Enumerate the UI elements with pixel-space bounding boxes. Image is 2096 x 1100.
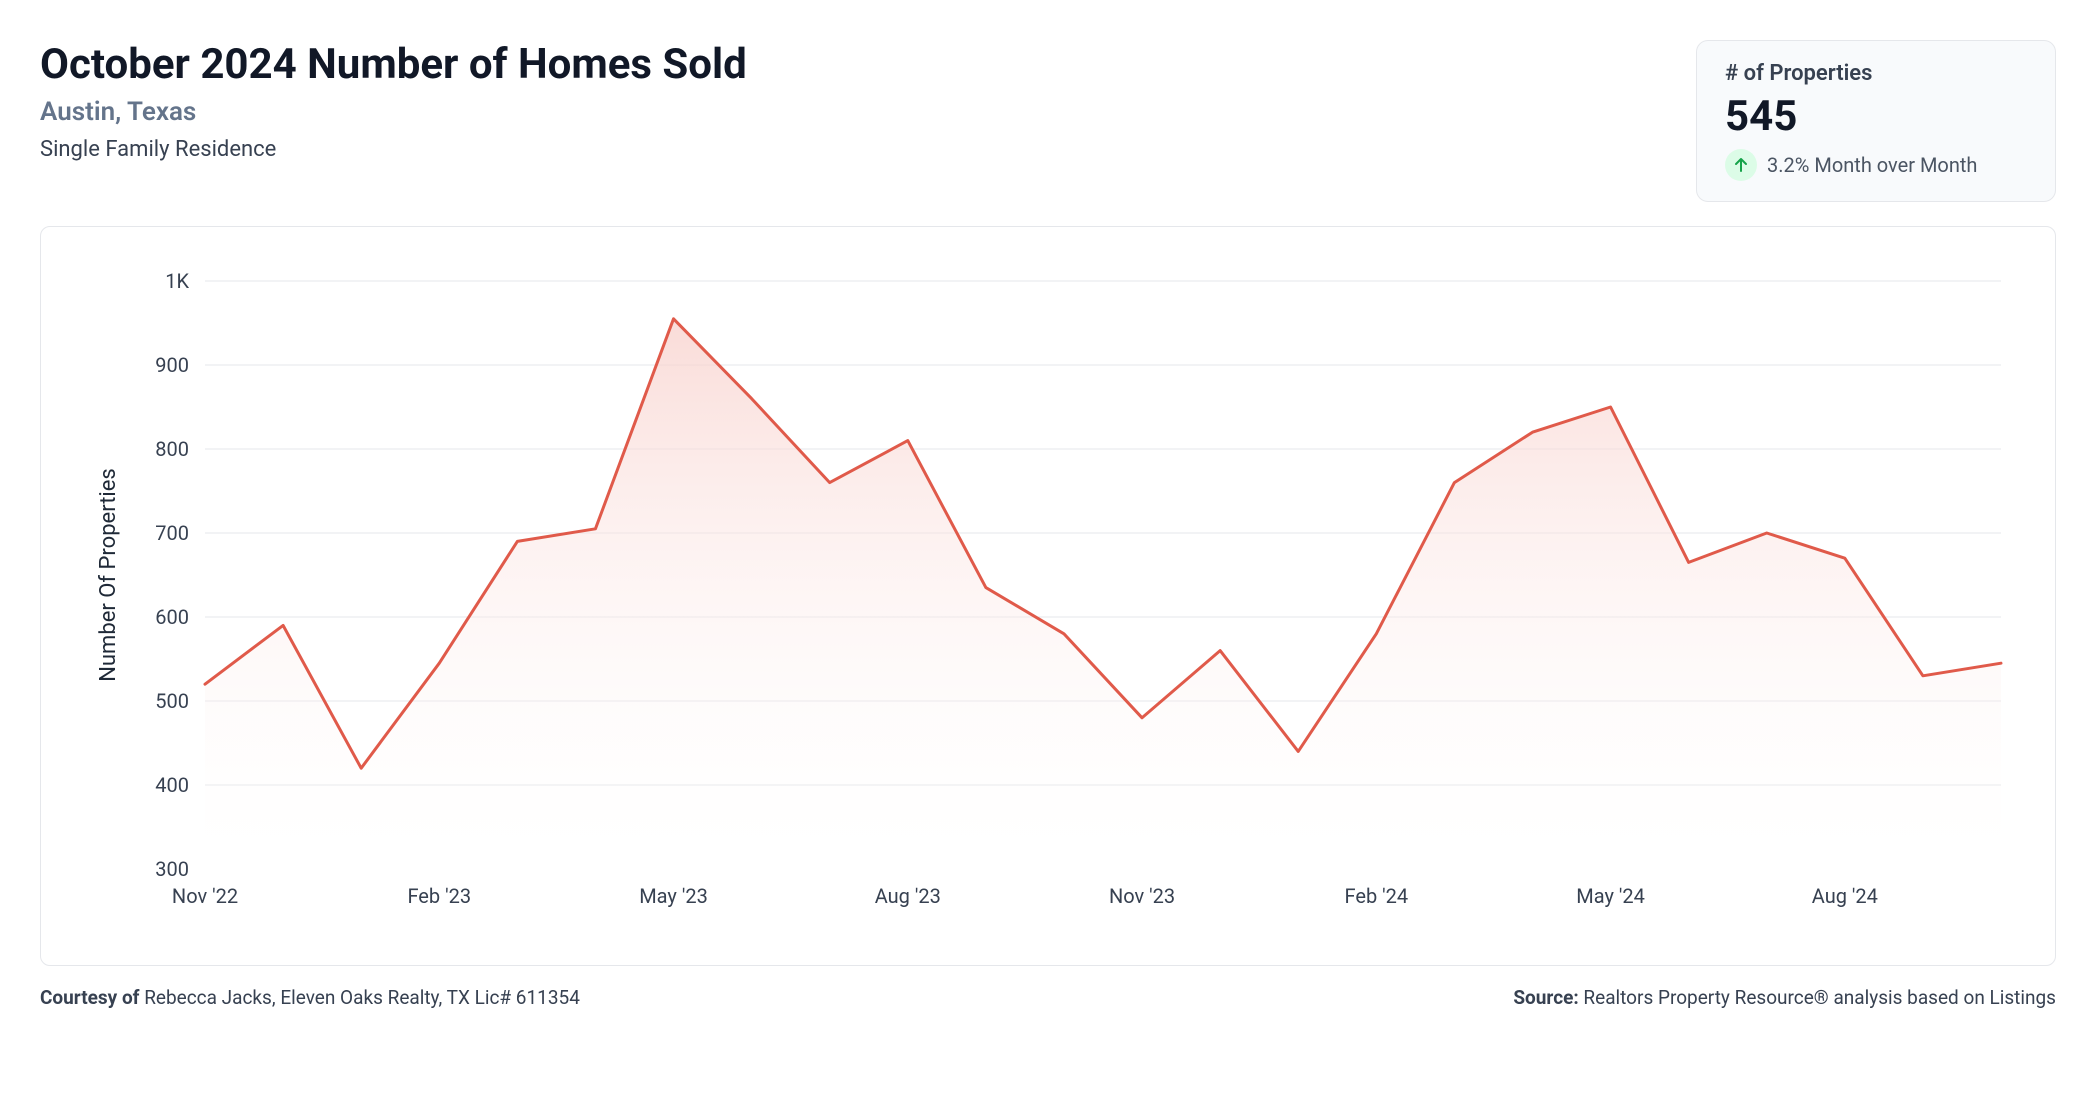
svg-text:Feb '23: Feb '23 (407, 884, 471, 908)
svg-text:1K: 1K (165, 269, 189, 293)
courtesy-label: Courtesy of Rebecca Jacks, Eleven Oaks R… (40, 986, 580, 1009)
svg-text:500: 500 (155, 689, 189, 713)
svg-text:Aug '23: Aug '23 (875, 884, 941, 908)
svg-text:600: 600 (155, 605, 189, 629)
stat-card: # of Properties 545 3.2% Month over Mont… (1696, 40, 2056, 202)
svg-text:Number Of Properties: Number Of Properties (96, 468, 121, 682)
chart-container: 300 400 500 600 700 800 900 1K Number Of Propert… (40, 226, 2056, 966)
page-title: October 2024 Number of Homes Sold (40, 40, 747, 89)
svg-text:Feb '24: Feb '24 (1344, 884, 1408, 908)
stat-delta-text: 3.2% Month over Month (1767, 153, 1977, 177)
stat-label: # of Properties (1725, 61, 2027, 86)
courtesy-text: Rebecca Jacks, Eleven Oaks Realty, TX Li… (139, 986, 579, 1009)
svg-text:Aug '24: Aug '24 (1812, 884, 1878, 908)
source-bold: Source: (1513, 986, 1578, 1009)
location-label: Austin, Texas (40, 97, 747, 127)
svg-text:May '24: May '24 (1576, 884, 1645, 908)
source-label: Source: Realtors Property Resource® anal… (1513, 986, 2056, 1009)
svg-text:Nov '23: Nov '23 (1109, 884, 1175, 908)
svg-text:Nov '22: Nov '22 (172, 884, 238, 908)
svg-text:700: 700 (155, 521, 189, 545)
svg-text:900: 900 (155, 353, 189, 377)
source-text: Realtors Property Resource® analysis bas… (1579, 986, 2056, 1009)
homes-sold-chart: 300 400 500 600 700 800 900 1K Number Of Propert… (65, 251, 2031, 929)
property-type-label: Single Family Residence (40, 137, 747, 162)
svg-text:May '23: May '23 (639, 884, 708, 908)
arrow-up-icon (1725, 149, 1757, 181)
courtesy-bold: Courtesy of (40, 986, 139, 1009)
svg-text:800: 800 (155, 437, 189, 461)
svg-text:400: 400 (155, 773, 189, 797)
svg-text:300: 300 (155, 857, 189, 881)
stat-delta: 3.2% Month over Month (1725, 149, 2027, 181)
stat-value: 545 (1725, 92, 2027, 141)
